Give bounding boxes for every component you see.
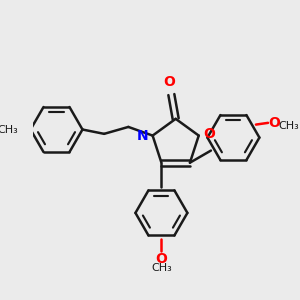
Text: CH₃: CH₃ (0, 124, 18, 134)
Text: O: O (203, 127, 215, 141)
Text: O: O (268, 116, 280, 130)
Text: CH₃: CH₃ (151, 263, 172, 273)
Text: O: O (155, 252, 167, 266)
Text: N: N (137, 129, 148, 142)
Text: O: O (164, 75, 176, 89)
Text: CH₃: CH₃ (278, 121, 299, 131)
